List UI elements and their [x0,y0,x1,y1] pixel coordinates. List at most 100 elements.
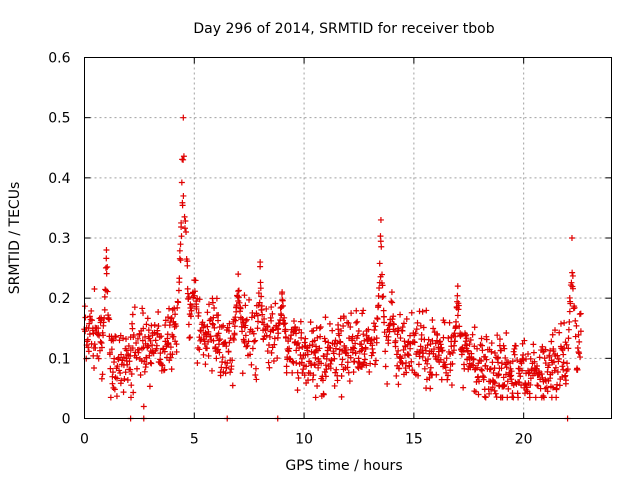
data-point [534,363,541,370]
data-point [483,336,490,343]
data-point [577,328,584,335]
data-point [536,354,543,361]
data-point [503,364,510,371]
data-point [269,310,276,317]
data-point [572,317,579,324]
data-point [399,360,406,367]
data-point [550,347,557,354]
data-point [462,338,469,345]
data-point [474,364,481,371]
data-point [451,347,458,354]
data-point [115,354,122,361]
data-point [175,287,182,294]
data-point [496,336,503,343]
data-point [210,314,217,321]
data-point [437,356,444,363]
data-point [248,361,255,368]
data-point [107,365,114,372]
data-point [97,338,104,345]
data-point [243,343,250,350]
data-point [505,385,512,392]
data-point [351,345,358,352]
data-point [133,365,140,372]
data-point [129,320,136,327]
data-point [282,320,289,327]
data-point [362,345,369,352]
data-point [503,330,510,337]
data-point [549,331,556,338]
data-point [398,355,405,362]
data-point [152,337,159,344]
data-point [147,337,154,344]
data-point [255,302,262,309]
data-point [211,304,218,311]
data-point [131,304,138,311]
data-point [395,365,402,372]
y-axis-label: SRMTID / TECUs [7,182,23,295]
data-point [534,382,541,389]
data-point [225,327,232,334]
y-tick-label: 0.4 [48,171,70,187]
data-point [332,337,339,344]
data-point [166,305,173,312]
data-point [552,327,559,334]
data-point [549,384,556,391]
y-tick-label: 0.6 [48,51,70,67]
data-point [205,328,212,335]
data-point [437,341,444,348]
data-point [379,271,386,278]
data-point [106,316,113,323]
data-point [231,331,238,338]
data-point [128,382,135,389]
data-point [271,335,278,342]
data-point [180,192,187,199]
data-point [289,358,296,365]
data-point [118,377,125,384]
data-point [258,293,265,300]
data-point [344,364,351,371]
data-point [224,360,231,367]
data-point [508,368,515,375]
data-point [82,328,89,335]
data-point [213,295,220,302]
data-point [113,393,120,400]
data-point [414,319,421,326]
data-point [292,324,299,331]
data-point [196,346,203,353]
data-point [124,376,131,383]
data-point [200,351,207,358]
data-point [467,336,474,343]
data-point [226,339,233,346]
data-point [168,366,175,373]
data-point [404,351,411,358]
data-point [222,370,229,377]
data-point [338,361,345,368]
data-point [293,359,300,366]
data-point [345,369,352,376]
data-point [130,331,137,338]
data-point [177,257,184,264]
data-point [271,341,278,348]
data-point [247,351,254,358]
data-point [380,293,387,300]
data-point [235,271,242,278]
data-point [120,389,127,396]
data-point [104,288,111,295]
data-point [206,301,213,308]
data-point [338,327,345,334]
data-point [252,365,259,372]
data-point [564,360,571,367]
data-point [511,345,518,352]
data-point [471,324,478,331]
data-point [268,304,275,311]
data-point [161,366,168,373]
data-point [282,334,289,341]
data-point [174,304,181,311]
data-point [408,358,415,365]
data-point [400,320,407,327]
data-point [180,153,187,160]
data-point [562,372,569,379]
data-point [179,202,186,209]
data-point [452,338,459,345]
data-point [303,363,310,370]
